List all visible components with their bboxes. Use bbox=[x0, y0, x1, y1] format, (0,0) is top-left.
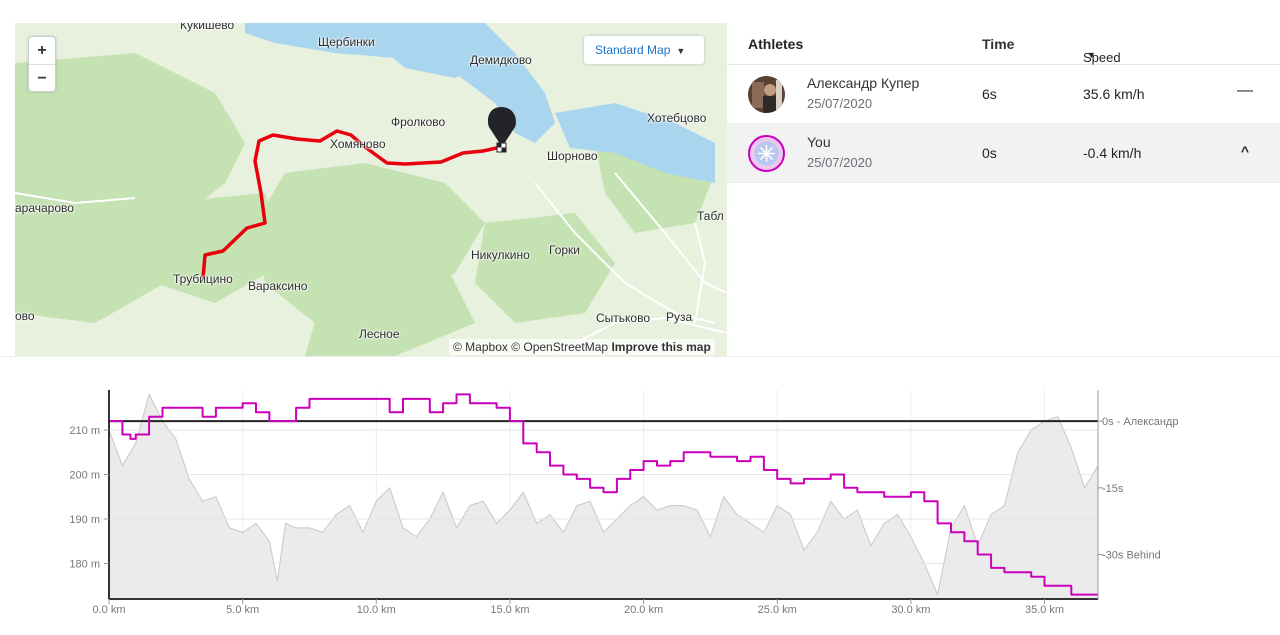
y-tick-label: 190 m bbox=[69, 514, 100, 526]
map-forests bbox=[15, 53, 715, 356]
map-style-label: Standard Map bbox=[595, 43, 671, 57]
expand-toggle-button[interactable]: ^ bbox=[1240, 143, 1250, 159]
x-tick-label: 0.0 km bbox=[92, 604, 125, 616]
place-label: Хомяново bbox=[330, 137, 386, 151]
remove-athlete-button[interactable]: — bbox=[1237, 82, 1253, 99]
x-tick-label: 5.0 km bbox=[226, 604, 259, 616]
finish-marker-icon[interactable] bbox=[487, 107, 516, 153]
place-label: Вараксино bbox=[248, 279, 308, 293]
place-label: ово bbox=[15, 309, 35, 323]
place-label: арачарово bbox=[15, 201, 74, 215]
x-tick-label: 25.0 km bbox=[758, 604, 797, 616]
gap-tick-label: -15s bbox=[1102, 483, 1124, 495]
avatar[interactable] bbox=[748, 135, 785, 172]
attribution-text[interactable]: © Mapbox © OpenStreetMap bbox=[453, 340, 609, 354]
athlete-name[interactable]: Александр Купер bbox=[807, 75, 920, 91]
place-label: Табл bbox=[697, 209, 724, 223]
athletes-header: Athletes bbox=[748, 36, 804, 52]
time-header: Time bbox=[982, 36, 1015, 52]
y-tick-label: 180 m bbox=[69, 558, 100, 570]
place-label: Кукишево bbox=[180, 23, 235, 32]
zoom-control: + − bbox=[28, 36, 56, 92]
map-canvas[interactable] bbox=[15, 23, 727, 356]
y-tick-label: 210 m bbox=[69, 425, 100, 437]
improve-map-link[interactable]: Improve this map bbox=[611, 340, 711, 354]
place-label: Сытьково bbox=[596, 311, 651, 325]
map-style-dropdown[interactable]: Standard Map ▼ bbox=[584, 36, 704, 64]
caret-down-icon: ▼ bbox=[676, 46, 686, 56]
place-label: Лесное bbox=[359, 327, 400, 341]
effort-speed: -0.4 km/h bbox=[1083, 145, 1142, 161]
place-label: Шорново bbox=[547, 149, 598, 163]
elevation-area bbox=[108, 393, 1099, 600]
x-tick-label: 15.0 km bbox=[490, 604, 529, 616]
time-gap-line bbox=[109, 393, 1098, 596]
caret-down-icon: ▼ bbox=[1087, 50, 1096, 60]
effort-date: 25/07/2020 bbox=[807, 96, 873, 111]
place-label: Никулкино bbox=[471, 248, 530, 262]
speed-header: Speed bbox=[1083, 50, 1121, 65]
map-roads bbox=[15, 172, 727, 354]
effort-speed: 35.6 km/h bbox=[1083, 86, 1145, 102]
x-tick-label: 35.0 km bbox=[1025, 604, 1064, 616]
effort-time: 0s bbox=[982, 145, 997, 161]
place-label: Демидково bbox=[470, 53, 532, 67]
x-tick-label: 30.0 km bbox=[891, 604, 930, 616]
avatar[interactable] bbox=[748, 76, 785, 113]
zoom-out-button[interactable]: − bbox=[29, 64, 55, 91]
x-tick-label: 10.0 km bbox=[357, 604, 396, 616]
athlete-row[interactable]: Александр Купер 25/07/2020 6s 35.6 km/h … bbox=[727, 65, 1280, 124]
x-tick-label: 20.0 km bbox=[624, 604, 663, 616]
segment-map[interactable]: Кукишево Щербинки Демидково Фролково Хот… bbox=[15, 23, 727, 356]
place-label: Хотебцово bbox=[647, 111, 707, 125]
athletes-panel: Athletes Time Speed ▼ Александр Купер 25… bbox=[727, 23, 1280, 183]
place-label: Руза bbox=[666, 310, 693, 324]
athletes-table-header: Athletes Time Speed ▼ bbox=[727, 23, 1280, 65]
athlete-row-you[interactable]: You 25/07/2020 0s -0.4 km/h ^ bbox=[727, 124, 1280, 183]
athlete-name[interactable]: You bbox=[807, 134, 831, 150]
effort-date: 25/07/2020 bbox=[807, 155, 873, 170]
place-label: Трубицино bbox=[173, 272, 233, 286]
effort-time: 6s bbox=[982, 86, 997, 102]
map-water bbox=[245, 23, 715, 183]
y-tick-label: 200 m bbox=[69, 469, 100, 481]
chart-canvas[interactable]: 210 m 200 m 190 m 180 m 0s - Александр -15s -3… bbox=[0, 357, 1280, 635]
place-label: Фролково bbox=[391, 115, 446, 129]
map-attribution: © Mapbox © OpenStreetMap Improve this ma… bbox=[449, 339, 715, 355]
place-label: Горки bbox=[549, 243, 580, 257]
segment-route bbox=[201, 129, 502, 279]
gap-tick-label: 0s - Александр bbox=[1102, 416, 1178, 428]
gap-tick-label: -30s Behind bbox=[1102, 550, 1161, 562]
elevation-gap-chart[interactable]: 210 m 200 m 190 m 180 m 0s - Александр -15s -3… bbox=[0, 356, 1280, 634]
zoom-in-button[interactable]: + bbox=[37, 42, 47, 59]
place-label: Щербинки bbox=[318, 35, 375, 49]
